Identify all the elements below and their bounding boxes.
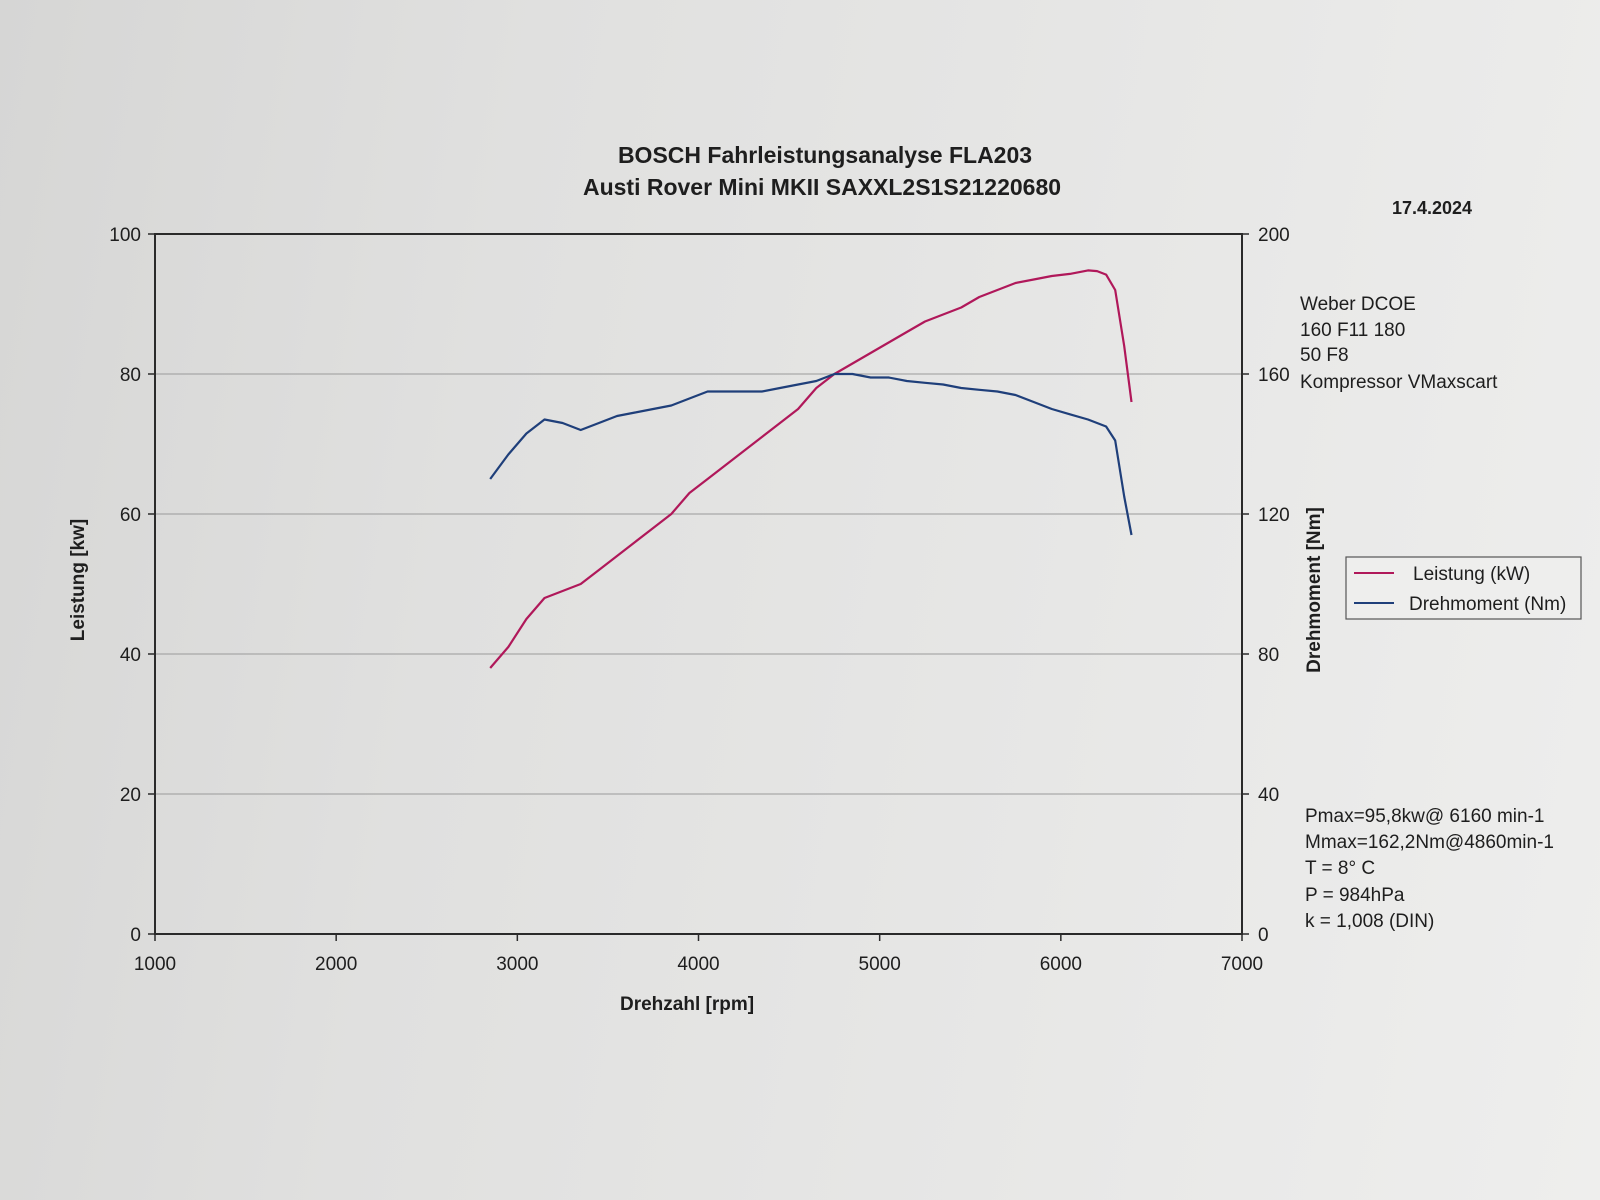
y-tick-label: 60 [120,505,141,526]
y2-tick-label: 0 [1258,925,1269,946]
y-tick-label: 0 [130,925,141,946]
y-tick-label: 100 [109,225,141,246]
legend-label-power: Leistung (kW) [1413,564,1530,585]
x-tick-label: 5000 [859,954,901,975]
series-layer [489,269,1133,669]
y2-axis-title: Drehmoment [Nm] [1304,507,1325,673]
y-tick-label: 20 [120,785,141,806]
carburetor-notes: Weber DCOE 160 F11 180 50 F8 Kompressor … [1300,294,1498,393]
result-notes: Pmax=95,8kw@ 6160 min-1 Mmax=162,2Nm@486… [1305,806,1554,932]
chart-title: BOSCH Fahrleistungsanalyse FLA203 [618,142,1032,168]
x-axis-ticks: 1000 2000 3000 4000 5000 6000 7000 [134,934,1263,975]
legend-box [1345,556,1582,620]
note-line: 50 F8 [1300,345,1349,366]
x-tick-label: 6000 [1040,954,1082,975]
note-line: 160 F11 180 [1300,320,1405,341]
y2-tick-label: 120 [1258,505,1290,526]
left-axis-ticks: 0 20 40 60 80 100 [109,225,155,946]
x-axis-title: Drehzahl [rpm] [620,994,754,1015]
result-line: P = 984hPa [1305,885,1405,906]
result-line: k = 1,008 (DIN) [1305,911,1434,932]
right-axis-ticks: 0 40 80 120 160 200 [1242,225,1290,946]
plot-frame [154,233,1243,935]
x-tick-label: 4000 [677,954,719,975]
note-line: Kompressor VMaxscart [1300,372,1498,393]
y-tick-label: 40 [120,645,141,666]
y2-tick-label: 40 [1258,785,1279,806]
legend: Leistung (kW) Drehmoment (Nm) [1345,556,1582,620]
y2-tick-label: 200 [1258,225,1290,246]
series-line-power [489,269,1133,669]
x-tick-label: 2000 [315,954,357,975]
chart-subtitle: Austi Rover Mini MKII SAXXL2S1S21220680 [583,174,1061,200]
grid-lines [155,373,1242,795]
x-tick-label: 1000 [134,954,176,975]
series-line-torque [489,372,1133,536]
y-tick-label: 80 [120,365,141,386]
x-tick-label: 7000 [1221,954,1263,975]
result-line: Mmax=162,2Nm@4860min-1 [1305,832,1554,853]
result-line: Pmax=95,8kw@ 6160 min-1 [1305,806,1545,827]
note-line: Weber DCOE [1300,294,1416,315]
y-axis-title: Leistung [kw] [68,519,89,641]
y2-tick-label: 160 [1258,365,1290,386]
legend-label-torque: Drehmoment (Nm) [1409,594,1566,615]
test-date: 17.4.2024 [1392,198,1472,218]
x-tick-label: 3000 [496,954,538,975]
result-line: T = 8° C [1305,858,1375,879]
y2-tick-label: 80 [1258,645,1279,666]
